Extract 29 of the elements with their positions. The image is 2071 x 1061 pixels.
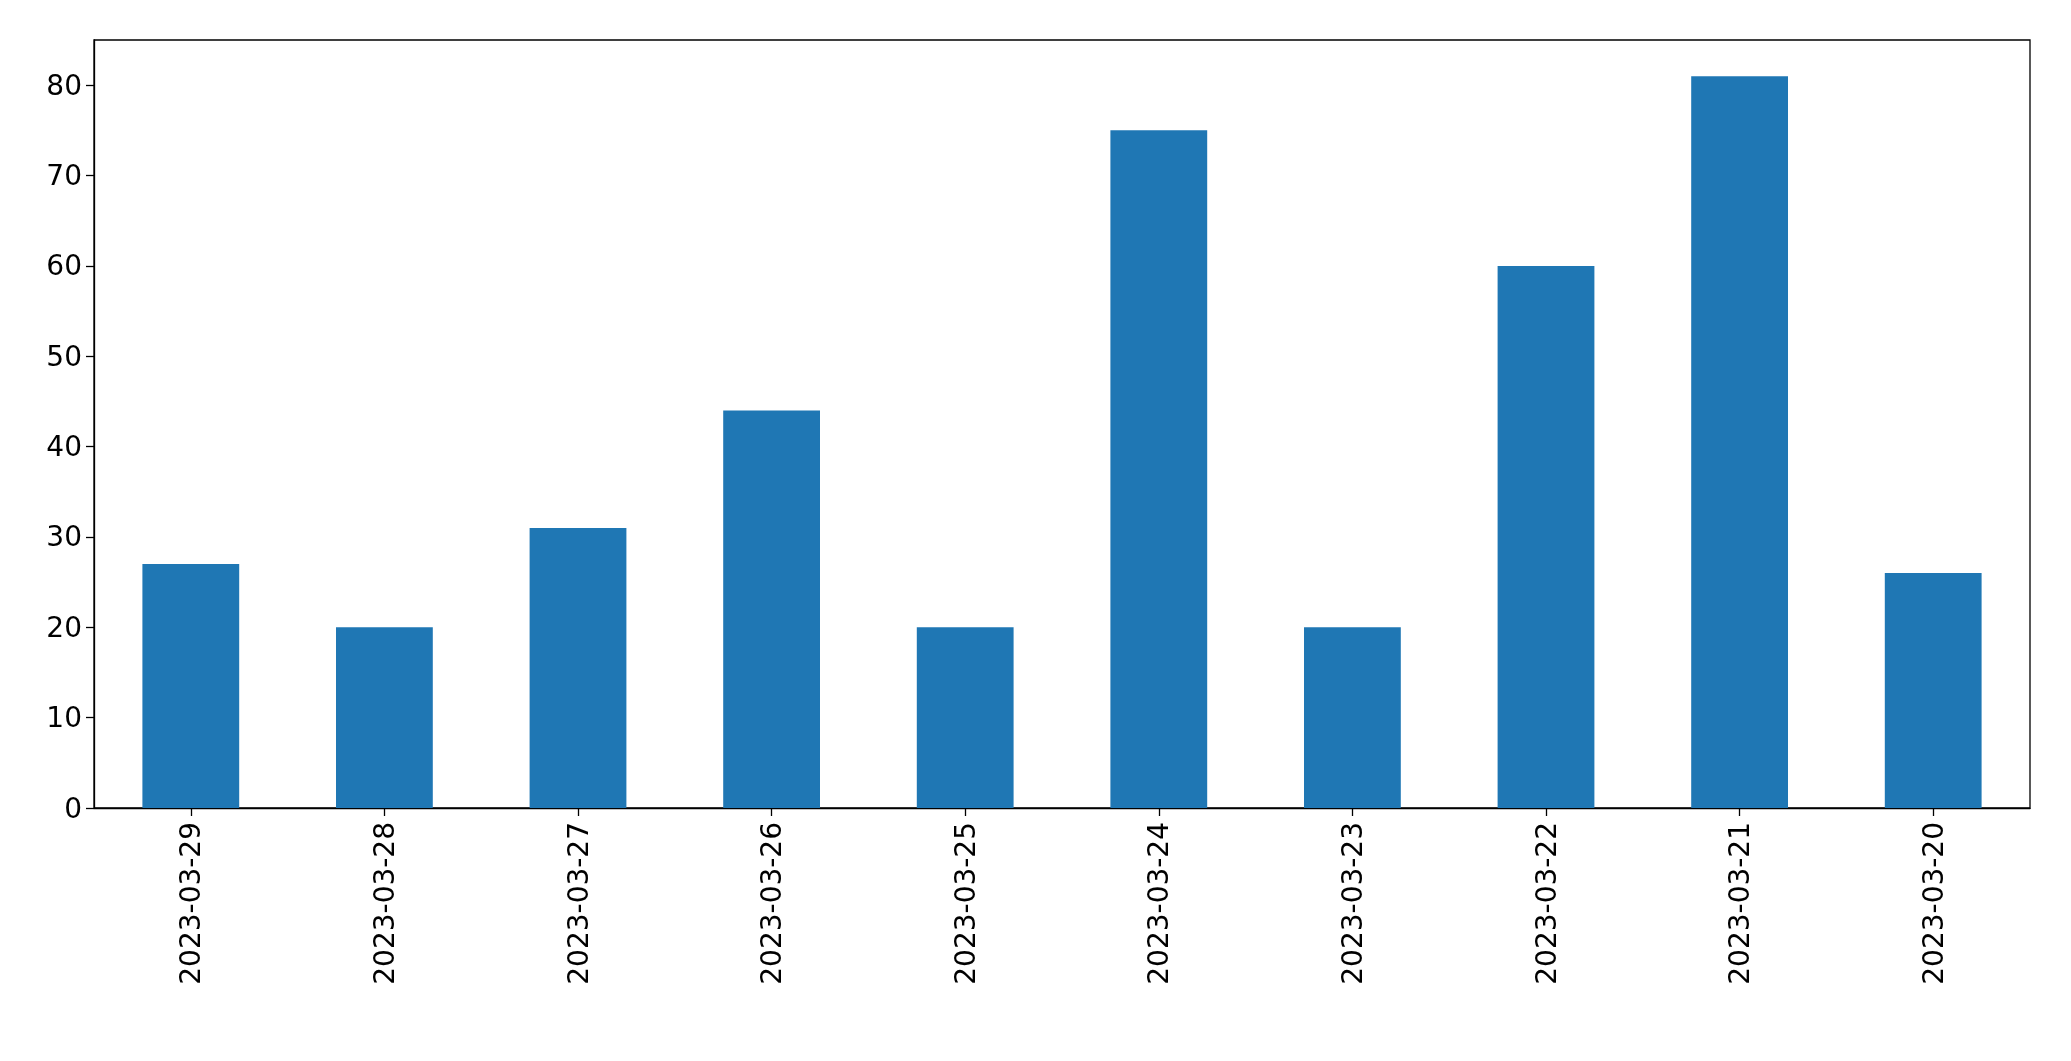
- bar: [142, 564, 240, 808]
- bar: [1110, 130, 1208, 808]
- y-tick-label: 0: [64, 791, 82, 825]
- bar: [1691, 76, 1788, 808]
- x-tick-label: 2023-03-28: [367, 822, 401, 985]
- x-tick-label: 2023-03-20: [1916, 822, 1950, 985]
- y-tick-label: 80: [46, 68, 82, 102]
- y-tick-label: 20: [46, 610, 82, 644]
- x-tick-label: 2023-03-22: [1529, 822, 1563, 985]
- y-tick-label: 70: [46, 159, 82, 193]
- y-tick-label: 50: [46, 339, 82, 373]
- x-tick-label: 2023-03-23: [1335, 822, 1369, 985]
- bar: [1304, 627, 1401, 808]
- y-tick-label: 10: [46, 701, 82, 735]
- bar: [916, 627, 1014, 808]
- bar: [529, 527, 627, 808]
- bar: [1497, 265, 1595, 808]
- bar: [723, 410, 820, 808]
- bar: [1884, 573, 1982, 808]
- x-tick-label: 2023-03-26: [755, 822, 789, 985]
- x-tick-label: 2023-03-29: [174, 822, 208, 985]
- y-tick-label: 60: [46, 249, 82, 283]
- x-tick-label: 2023-03-27: [561, 822, 595, 985]
- x-tick-label: 2023-03-24: [1142, 822, 1176, 985]
- y-tick-label: 30: [46, 520, 82, 554]
- y-tick-label: 40: [46, 430, 82, 464]
- x-tick-label: 2023-03-25: [948, 822, 982, 985]
- x-tick-label: 2023-03-21: [1723, 822, 1757, 985]
- bar: [336, 627, 433, 808]
